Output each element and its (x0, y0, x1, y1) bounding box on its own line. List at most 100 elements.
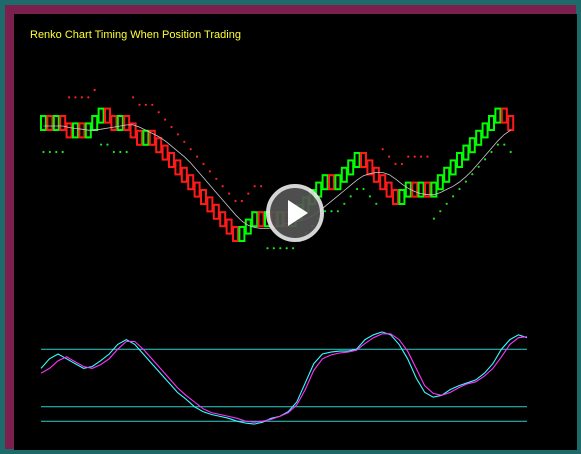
stop-dot-red (68, 96, 71, 99)
chart-title: Renko Chart Timing When Position Trading (30, 29, 241, 41)
renko-brick-down (110, 115, 118, 131)
stop-dot-green (112, 150, 115, 154)
stop-dot-red (260, 185, 263, 188)
renko-brick-up (353, 152, 361, 168)
stop-dot-green (42, 150, 45, 154)
play-button[interactable] (266, 184, 324, 242)
renko-brick-down (372, 166, 380, 183)
stop-dot-red (74, 96, 77, 99)
stop-dot-green (432, 217, 435, 220)
stop-dot-green (100, 143, 103, 146)
renko-brick-down (385, 181, 393, 198)
stop-dot-green (125, 150, 128, 154)
renko-brick-down (168, 152, 175, 168)
renko-brick-up (494, 107, 502, 124)
renko-brick-down (148, 129, 156, 146)
renko-brick-up (449, 159, 457, 176)
stop-dot-red (426, 155, 429, 158)
stop-dot-green (330, 210, 333, 213)
stop-dot-red (208, 170, 211, 173)
stop-dot-green (324, 210, 327, 213)
renko-brick-down (212, 203, 220, 220)
stop-dot-green (266, 247, 269, 250)
stop-dot-green (55, 150, 58, 154)
renko-brick-up (488, 115, 495, 131)
renko-brick-down (257, 211, 265, 228)
renko-brick-down (46, 115, 54, 131)
stop-dot-red (164, 118, 167, 121)
stop-dot-red (381, 148, 384, 151)
stop-dot-red (247, 192, 250, 195)
stop-dot-green (471, 173, 474, 176)
renko-brick-down (225, 218, 233, 235)
stop-dot-red (253, 185, 256, 188)
renko-brick-up (52, 115, 60, 131)
renko-brick-up (468, 137, 476, 154)
stop-dot-green (452, 195, 455, 198)
stop-dot-green (375, 202, 378, 205)
renko-brick-down (123, 115, 131, 131)
renko-brick-down (174, 159, 182, 176)
stop-dot-green (272, 247, 275, 250)
renko-brick-down (411, 181, 419, 198)
renko-brick-up (462, 144, 470, 161)
stop-dot-red (240, 199, 243, 203)
renko-brick-down (219, 211, 227, 228)
stop-dot-green (368, 195, 371, 198)
stop-dot-green (279, 247, 282, 250)
oscillator-line-cyan (40, 331, 528, 425)
stop-dot-red (413, 155, 416, 158)
stop-dot-green (464, 180, 467, 183)
stop-dot-red (138, 103, 141, 106)
renko-brick-up (436, 174, 444, 191)
renko-brick-down (507, 115, 515, 131)
renko-brick-down (136, 129, 143, 146)
renko-brick-up (417, 181, 425, 198)
chart-panel: Renko Chart Timing When Position Trading (14, 14, 577, 450)
renko-brick-down (232, 226, 239, 242)
renko-brick-up (481, 122, 489, 139)
stop-dot-red (400, 162, 403, 166)
chart-canvas (40, 88, 528, 425)
stop-dot-red (176, 133, 179, 136)
renko-brick-up (251, 211, 259, 228)
stop-dot-red (80, 96, 83, 99)
stop-dot-red (202, 162, 205, 166)
renko-brick-down (424, 181, 431, 198)
renko-brick-down (78, 122, 86, 139)
renko-brick-up (91, 115, 99, 131)
stop-dot-red (228, 192, 231, 195)
renko-brick-up (347, 159, 355, 176)
stop-dot-green (349, 195, 352, 198)
stop-dot-green (484, 158, 487, 161)
stop-dot-green (477, 165, 480, 168)
stop-dot-green (106, 143, 109, 146)
stop-dot-red (420, 155, 423, 158)
stop-dot-green (343, 202, 346, 205)
renko-brick-up (244, 218, 252, 235)
renko-brick-up (456, 152, 463, 168)
renko-brick-up (97, 107, 105, 124)
renko-brick-down (206, 196, 214, 213)
renko-brick-down (379, 174, 387, 191)
renko-brick-down (104, 107, 111, 124)
stop-dot-red (407, 155, 410, 158)
stop-dot-green (496, 143, 499, 146)
renko-brick-down (360, 152, 367, 168)
stop-dot-red (388, 155, 391, 158)
stop-dot-red (196, 155, 199, 158)
stop-dot-green (490, 150, 493, 154)
stop-dot-green (445, 202, 448, 205)
oscillator-line-magenta (40, 333, 528, 423)
renko-brick-up (340, 166, 348, 183)
renko-brick-down (200, 189, 207, 205)
renko-brick-down (392, 189, 399, 205)
stop-dot-green (362, 187, 365, 191)
renko-brick-down (129, 122, 137, 139)
stop-dot-green (356, 187, 359, 191)
renko-brick-down (59, 115, 67, 131)
renko-brick-down (366, 159, 374, 176)
play-icon[interactable] (288, 200, 308, 226)
renko-brick-up (142, 129, 150, 146)
